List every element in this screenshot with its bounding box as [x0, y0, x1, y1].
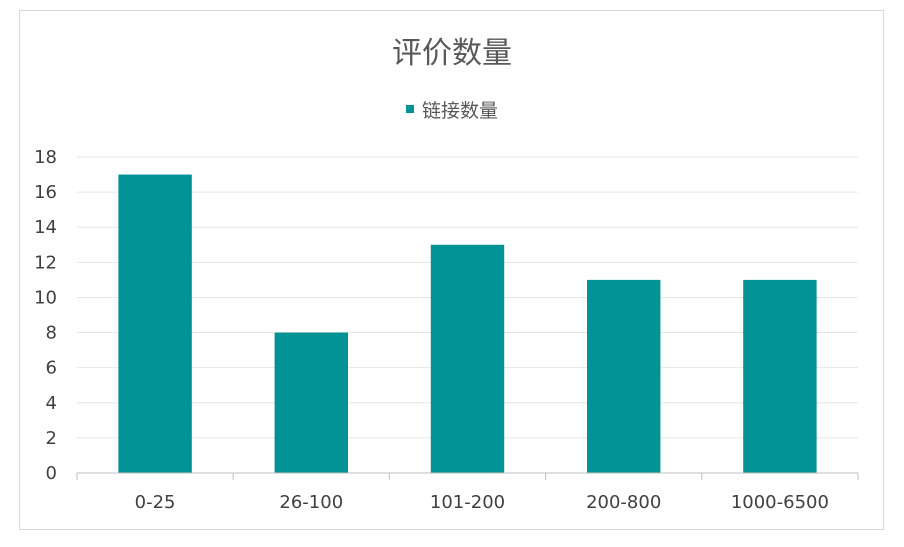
- y-tick-label: 4: [46, 393, 57, 414]
- y-tick-label: 8: [46, 323, 57, 344]
- y-tick-label: 2: [46, 428, 57, 449]
- bars: [118, 174, 817, 474]
- bar: [430, 244, 505, 473]
- legend: 链接数量: [406, 100, 498, 122]
- y-tick-label: 14: [34, 217, 57, 238]
- x-tick-label: 1000-6500: [731, 492, 829, 513]
- legend-swatch: [406, 105, 414, 113]
- bar: [743, 279, 817, 473]
- y-tick-label: 0: [46, 463, 57, 484]
- y-axis-ticks: 0 2 4 6 8 10 12 14 16 18: [34, 147, 57, 484]
- bar: [274, 332, 349, 473]
- bar: [586, 279, 661, 473]
- x-tick-label: 200-800: [586, 492, 661, 513]
- chart-title: 评价数量: [392, 36, 512, 71]
- legend-label: 链接数量: [422, 100, 498, 122]
- x-tick-label: 26-100: [279, 492, 343, 513]
- y-tick-label: 18: [34, 147, 57, 168]
- x-tick-label: 101-200: [430, 492, 505, 513]
- y-tick-label: 16: [34, 182, 57, 203]
- y-tick-label: 6: [46, 358, 57, 379]
- x-axis: [76, 472, 859, 480]
- x-axis-ticks: 0-25 26-100 101-200 200-800 1000-6500: [135, 492, 829, 513]
- x-tick-label: 0-25: [135, 492, 176, 513]
- bar: [118, 174, 192, 474]
- y-tick-label: 12: [34, 252, 57, 273]
- y-tick-label: 10: [34, 287, 57, 308]
